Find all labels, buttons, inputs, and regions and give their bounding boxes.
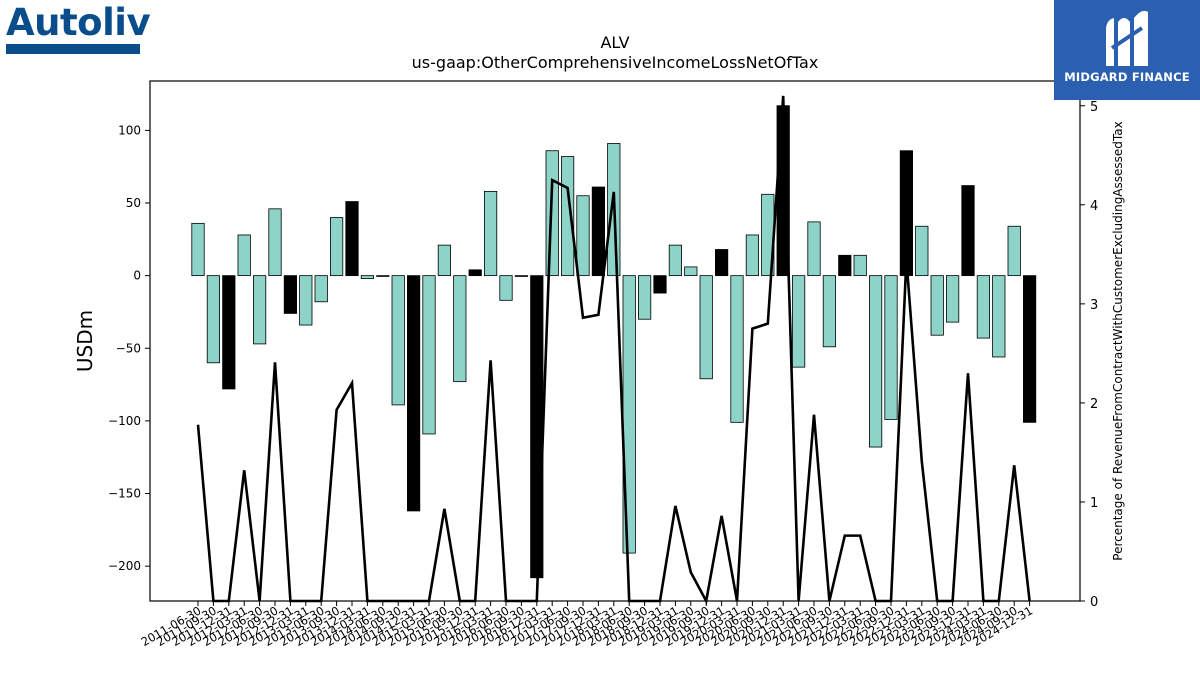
midgard-m-icon (1106, 10, 1148, 66)
y-tick-label: 100 (118, 123, 141, 137)
bar-2016-03-31 (483, 190, 498, 277)
bar-2015-06-30 (437, 244, 452, 277)
bar-2019-12-31 (715, 249, 729, 277)
bar-2013-03-31 (299, 275, 313, 326)
y-axis: 100 50 0 −50 −100 −150 −200 (108, 123, 150, 573)
bar-2018-12-31 (653, 275, 667, 294)
bar-2011-06-30 (191, 222, 205, 277)
bar-2020-06-30 (745, 234, 760, 277)
bar-2012-03-31 (237, 234, 251, 277)
y2-tick-label: 5 (1090, 100, 1098, 115)
bar-2023-12-31 (961, 185, 975, 277)
y2-axis-label: Percentage of RevenueFromContractWithCus… (1111, 121, 1125, 560)
bar-2021-09-30 (822, 275, 837, 348)
y-tick-label: 0 (133, 269, 141, 283)
plot-frame (149, 80, 1081, 602)
bar-2012-12-31 (283, 275, 298, 314)
autoliv-logo-text: Autoliv (6, 1, 151, 44)
x-axis: 2011-06-302011-09-302011-12-312012-03-31… (139, 601, 1035, 649)
bar-2024-06-30 (992, 275, 1006, 358)
y-tick-label: −200 (108, 559, 141, 573)
y2-tick-label: 0 (1090, 595, 1098, 610)
bar-2020-03-31 (730, 275, 744, 423)
bar-2019-09-30 (699, 275, 713, 380)
bar-2013-09-30 (329, 217, 344, 277)
bar-2022-03-31 (853, 254, 867, 277)
midgard-finance-logo: MIDGARD FINANCE (1054, 0, 1200, 100)
bar-2016-09-30 (514, 275, 529, 277)
bar-2011-12-31 (222, 275, 236, 390)
y-axis-label: USDm (73, 310, 97, 372)
bar-2021-03-31 (792, 275, 806, 368)
midgard-logo-text: MIDGARD FINANCE (1064, 70, 1190, 84)
bar-2022-06-30 (869, 275, 883, 448)
autoliv-logo-underline (6, 44, 140, 54)
y-tick-label: −100 (108, 414, 141, 428)
bar-2024-12-31 (1023, 275, 1037, 423)
bar-2023-03-31 (915, 225, 929, 277)
bar-2017-09-30 (576, 195, 590, 277)
bar-2014-03-31 (360, 275, 375, 279)
bar-2015-03-31 (422, 275, 436, 435)
bar-2019-06-30 (684, 266, 698, 277)
bar-2015-12-31 (468, 269, 482, 277)
bar-2021-12-31 (838, 254, 852, 277)
bar-2012-09-30 (268, 208, 282, 277)
bar-2011-09-30 (206, 275, 220, 364)
y2-tick-label: 2 (1090, 397, 1098, 412)
y-tick-label: −50 (116, 341, 141, 355)
bar-2018-09-30 (638, 275, 652, 320)
bar-2021-06-30 (807, 221, 821, 277)
y-tick-label: −150 (108, 487, 141, 501)
bar-2023-09-30 (946, 275, 960, 323)
y-tick-label: 50 (126, 196, 141, 210)
bar-2015-09-30 (453, 275, 467, 383)
bar-2013-12-31 (345, 201, 359, 277)
bar-2014-09-30 (391, 275, 405, 406)
bar-2024-09-30 (1007, 225, 1021, 277)
chart-subtitle: us-gaap:OtherComprehensiveIncomeLossNetO… (412, 53, 819, 72)
autoliv-logo: Autoliv (6, 1, 151, 54)
bar-2014-06-30 (376, 275, 390, 277)
y2-tick-label: 4 (1090, 199, 1098, 214)
chart-title: ALV (600, 33, 629, 52)
bar-2023-06-30 (930, 275, 944, 336)
bar-2024-03-31 (976, 275, 991, 339)
bar-2016-06-30 (499, 275, 513, 301)
bar-2022-09-30 (884, 275, 898, 420)
bar-2019-03-31 (668, 244, 683, 277)
y2-tick-label: 1 (1090, 496, 1098, 511)
y2-tick-label: 3 (1090, 298, 1098, 313)
y2-axis: 5 4 3 2 1 0 (1080, 100, 1098, 610)
bar-2017-12-31 (591, 186, 606, 277)
bar-series (191, 105, 1037, 579)
bar-2012-06-30 (252, 275, 267, 345)
bar-2013-06-30 (314, 275, 328, 303)
bar-2022-12-31 (899, 150, 914, 277)
bar-2016-12-31 (530, 275, 544, 579)
bar-2014-12-31 (406, 275, 421, 512)
